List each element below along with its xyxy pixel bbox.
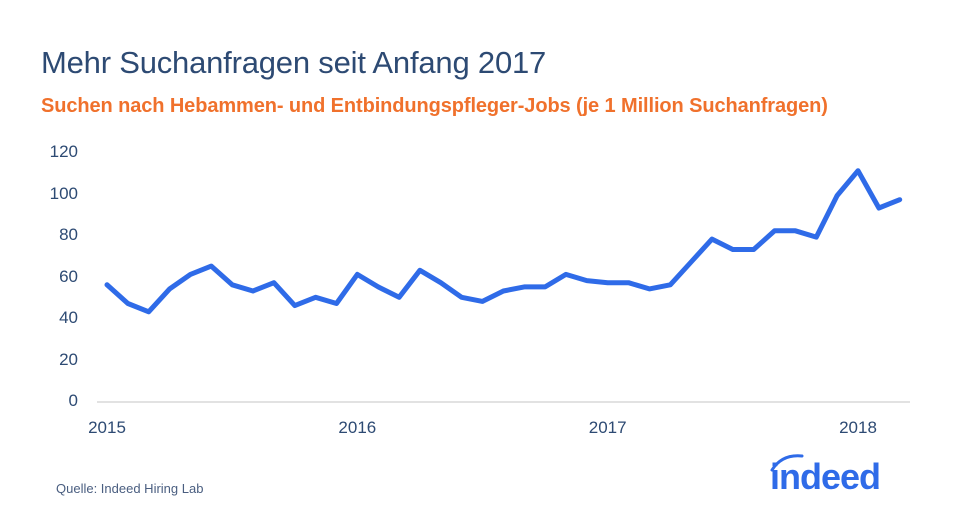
x-tick-label: 2018 [839, 418, 877, 437]
y-tick-label: 100 [49, 183, 78, 203]
x-tick-label: 2016 [338, 418, 377, 437]
source-note: Quelle: Indeed Hiring Lab [56, 481, 204, 496]
x-tick-label: 2017 [588, 418, 627, 437]
logo-text: indeed [770, 456, 880, 497]
x-tick-label: 2015 [88, 418, 126, 437]
logo-arc-icon [770, 454, 804, 472]
y-tick-label: 0 [68, 391, 78, 410]
chart-subtitle: Suchen nach Hebammen- und Entbindungspfl… [41, 95, 828, 117]
y-tick-label: 20 [59, 349, 78, 369]
y-tick-label: 60 [59, 266, 78, 286]
y-tick-label: 40 [59, 308, 78, 327]
y-tick-label: 120 [49, 142, 78, 161]
indeed-logo: indeed [768, 448, 913, 498]
chart-title: Mehr Suchanfragen seit Anfang 2017 [41, 45, 547, 80]
data-line [104, 168, 903, 315]
y-tick-label: 80 [59, 225, 78, 244]
